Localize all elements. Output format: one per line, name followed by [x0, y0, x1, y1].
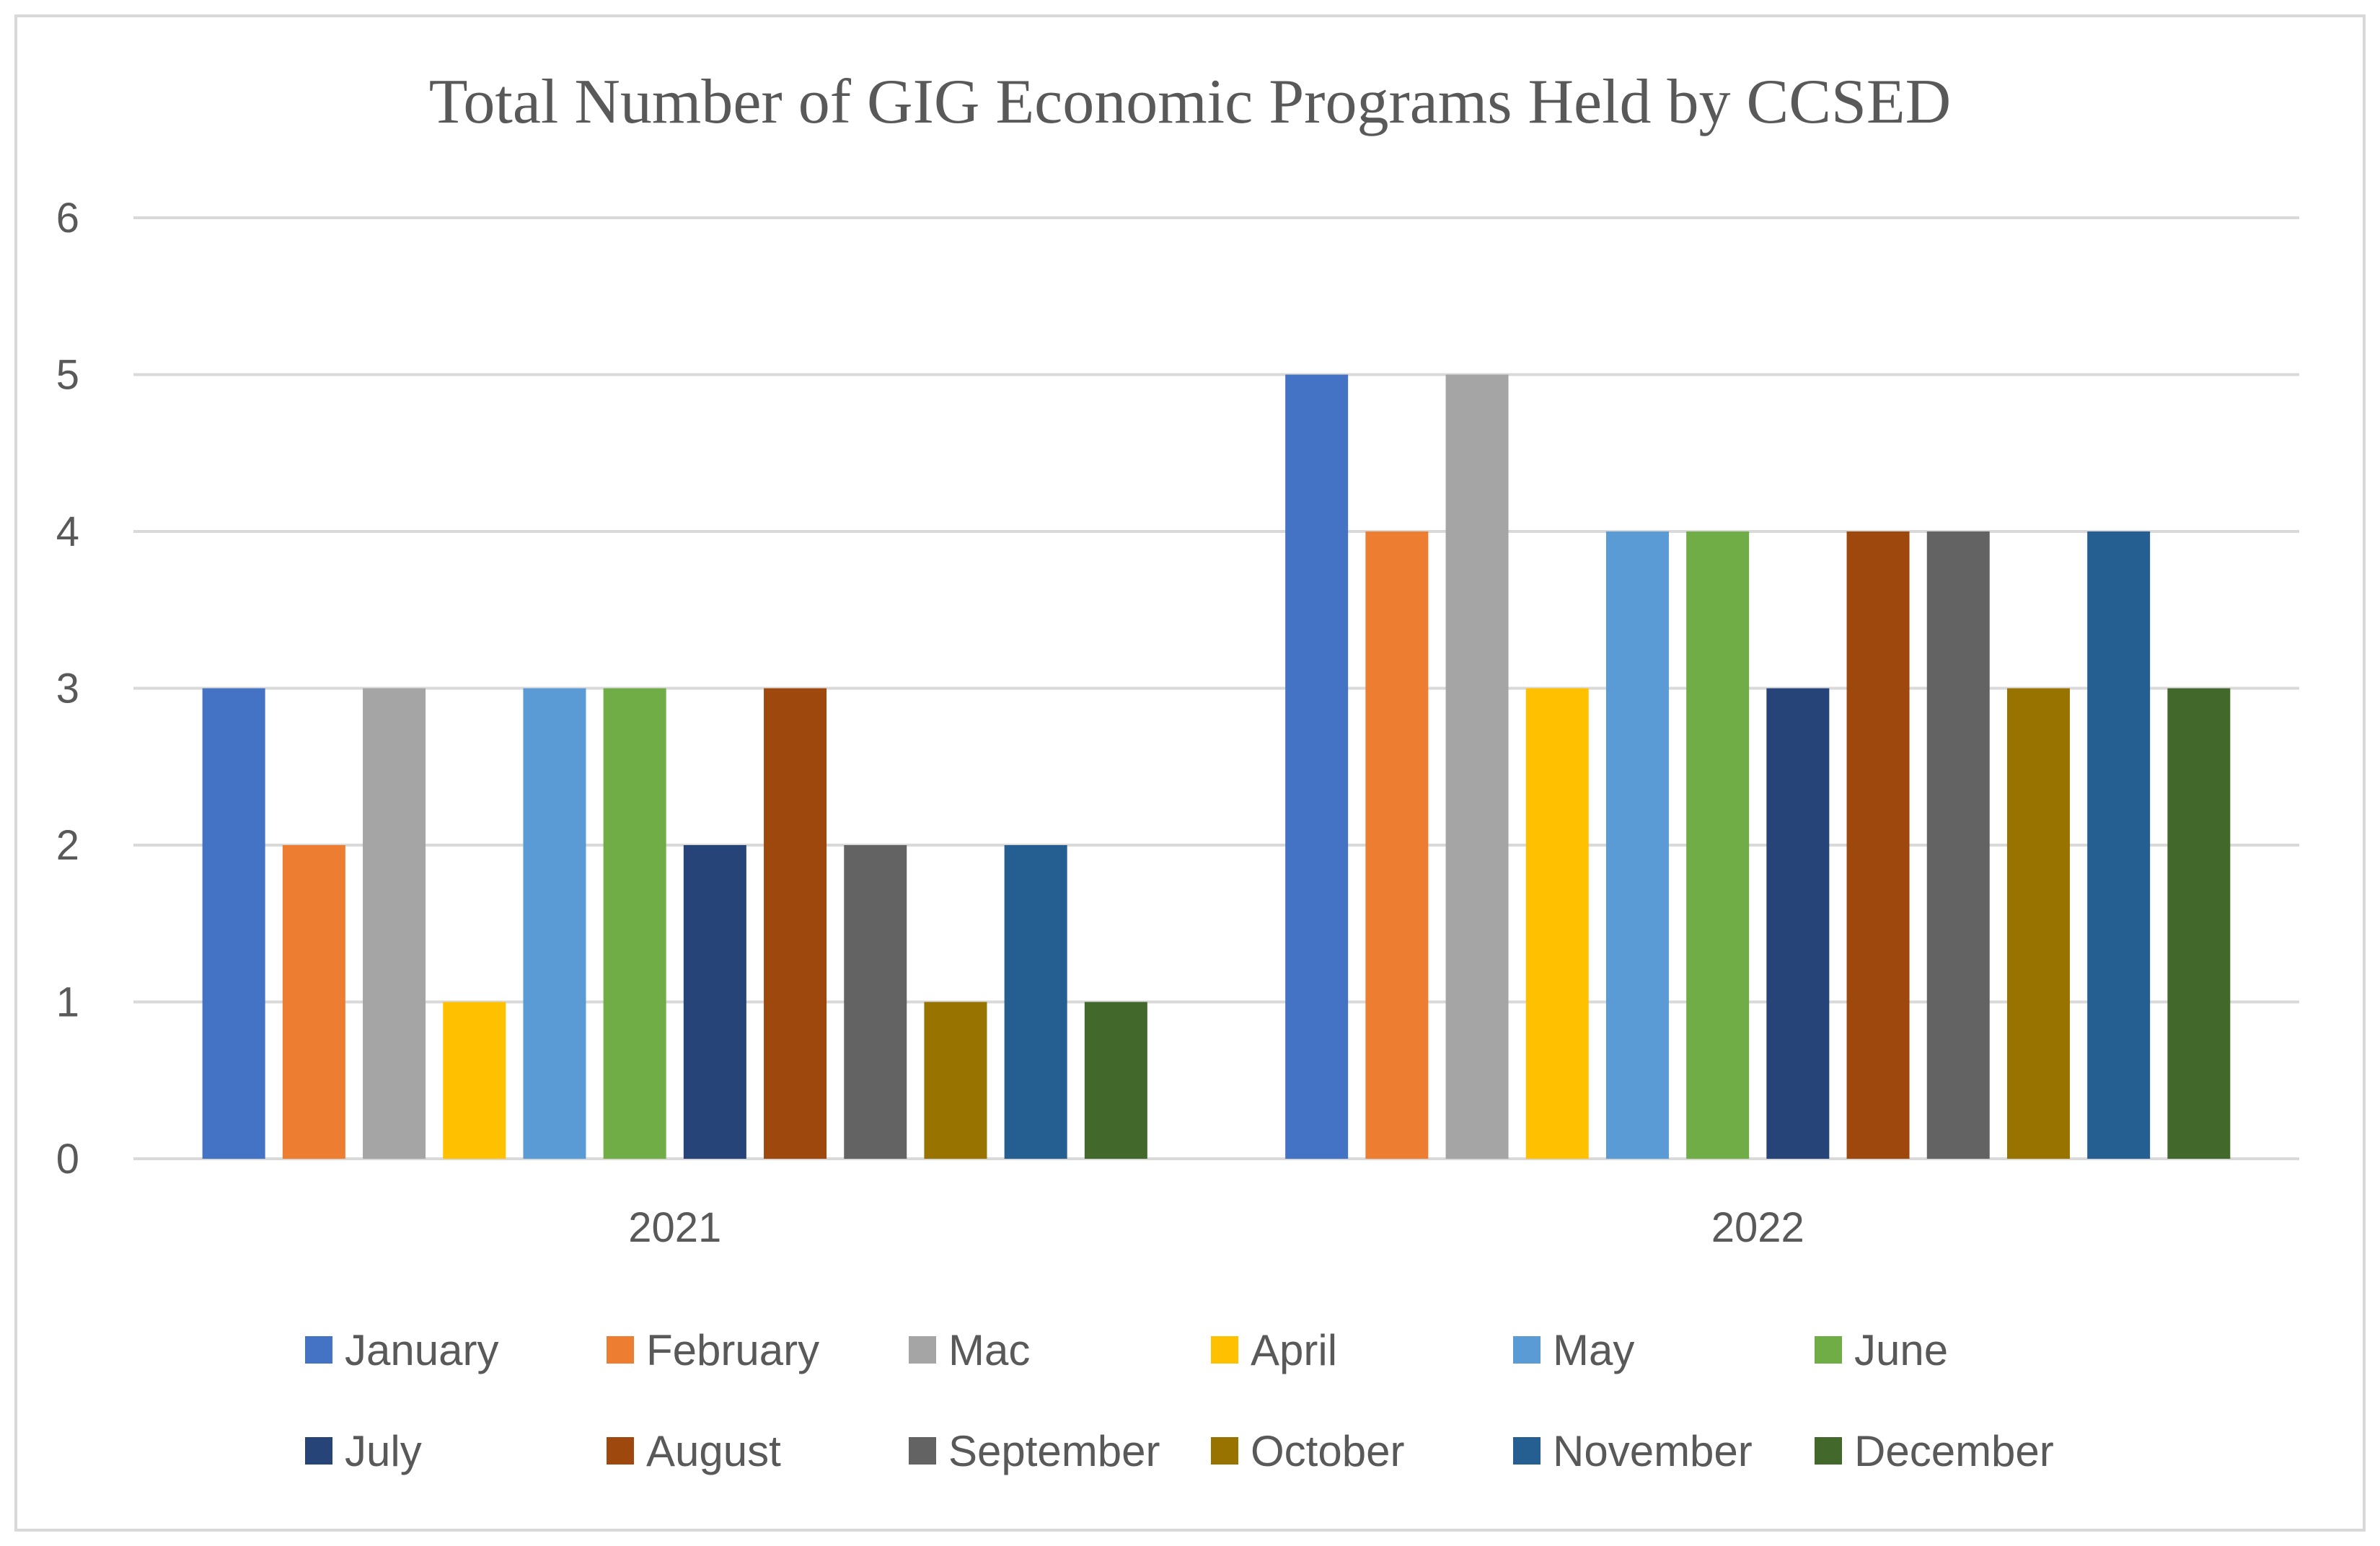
- bar-april-2022: [1525, 688, 1589, 1159]
- legend-swatch: [1815, 1336, 1842, 1364]
- legend-label: October: [1251, 1427, 1404, 1475]
- legend-label: December: [1854, 1427, 2054, 1475]
- legend-item-january: January: [305, 1326, 498, 1374]
- legend-swatch: [1211, 1336, 1238, 1364]
- legend-item-may: May: [1513, 1326, 1634, 1374]
- bar-february-2022: [1365, 531, 1429, 1159]
- legend-label: November: [1553, 1427, 1753, 1475]
- legend-item-september: September: [909, 1427, 1160, 1475]
- x-tick-label: 2022: [1711, 1204, 1804, 1251]
- bar-february-2021: [282, 845, 345, 1159]
- legend-label: April: [1251, 1326, 1337, 1374]
- bar-december-2021: [1084, 1002, 1147, 1159]
- bar-august-2021: [764, 688, 827, 1159]
- legend-label: February: [646, 1326, 819, 1374]
- legend-item-april: April: [1211, 1326, 1337, 1374]
- legend-label: August: [646, 1427, 781, 1475]
- bar-july-2021: [683, 845, 746, 1159]
- chart-title: Total Number of GIG Economic Programs He…: [429, 67, 1951, 137]
- y-tick-label: 0: [56, 1136, 79, 1183]
- legend-swatch: [1815, 1437, 1842, 1465]
- bar-august-2022: [1846, 531, 1910, 1159]
- legend-item-november: November: [1513, 1427, 1753, 1475]
- x-axis: 2021 2022: [628, 1204, 1804, 1251]
- legend-label: July: [345, 1427, 422, 1475]
- legend-label: Mac: [948, 1326, 1030, 1374]
- legend-swatch: [607, 1336, 634, 1364]
- y-tick-label: 4: [56, 508, 79, 555]
- bar-november-2021: [1004, 845, 1067, 1159]
- legend-swatch: [1513, 1437, 1541, 1465]
- bar-october-2022: [2006, 688, 2070, 1159]
- y-tick-label: 2: [56, 822, 79, 869]
- legend-label: January: [345, 1326, 498, 1374]
- x-tick-label: 2021: [628, 1204, 721, 1251]
- legend-swatch: [305, 1336, 332, 1364]
- bar-december-2022: [2167, 688, 2231, 1159]
- legend-item-december: December: [1815, 1427, 2054, 1475]
- bar-september-2021: [844, 845, 907, 1159]
- bar-january-2022: [1285, 374, 1349, 1159]
- legend-swatch: [305, 1437, 332, 1465]
- legend-label: May: [1553, 1326, 1634, 1374]
- legend-label: September: [948, 1427, 1160, 1475]
- bar-may-2022: [1605, 531, 1669, 1159]
- bar-june-2022: [1686, 531, 1750, 1159]
- bar-mac-2021: [363, 688, 426, 1159]
- legend-swatch: [909, 1437, 936, 1465]
- bar-november-2022: [2087, 531, 2151, 1159]
- bar-mac-2022: [1445, 374, 1509, 1159]
- bar-september-2022: [1926, 531, 1990, 1159]
- bar-july-2022: [1766, 688, 1830, 1159]
- legend-item-mac: Mac: [909, 1326, 1030, 1374]
- legend-label: June: [1854, 1326, 1948, 1374]
- legend-item-june: June: [1815, 1326, 1948, 1374]
- legend-swatch: [1513, 1336, 1541, 1364]
- legend-swatch: [909, 1336, 936, 1364]
- bar-june-2021: [603, 688, 666, 1159]
- bar-may-2021: [523, 688, 586, 1159]
- y-axis: 0 1 2 3 4 5 6: [56, 195, 79, 1183]
- y-tick-label: 5: [56, 352, 79, 399]
- legend: January February Mac April May June July August…: [305, 1326, 2054, 1475]
- bar-april-2021: [443, 1002, 506, 1159]
- bars: [202, 374, 2231, 1159]
- legend-item-october: October: [1211, 1427, 1404, 1475]
- bar-october-2021: [924, 1002, 987, 1159]
- y-tick-label: 6: [56, 195, 79, 242]
- legend-item-july: July: [305, 1427, 422, 1475]
- legend-swatch: [1211, 1437, 1238, 1465]
- legend-item-february: February: [607, 1326, 819, 1374]
- y-tick-label: 1: [56, 979, 79, 1026]
- bar-january-2021: [202, 688, 265, 1159]
- y-tick-label: 3: [56, 666, 79, 712]
- legend-item-august: August: [607, 1427, 781, 1475]
- legend-swatch: [607, 1437, 634, 1465]
